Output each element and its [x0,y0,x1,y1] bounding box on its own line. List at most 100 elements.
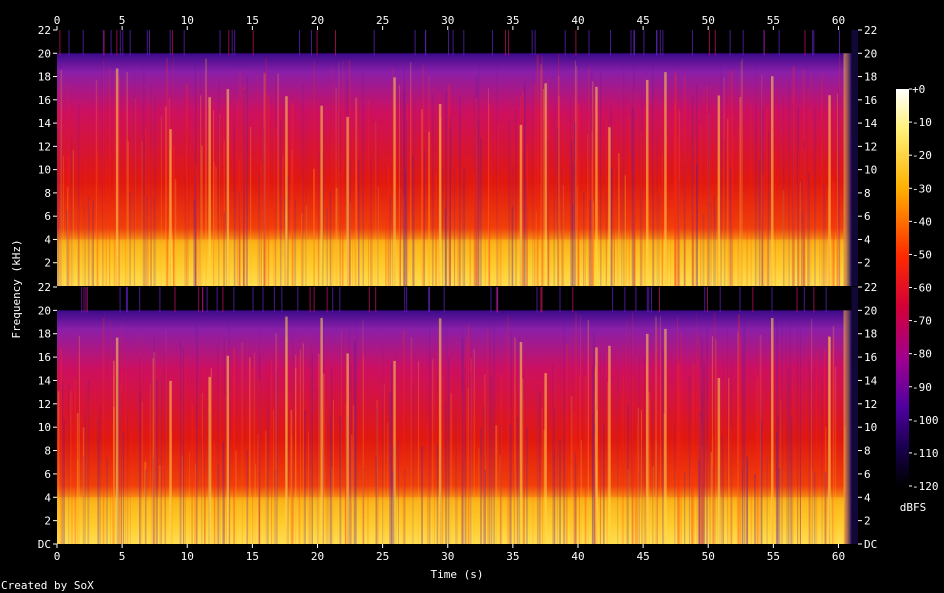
texture-streak [155,364,157,544]
texture-streak [215,458,217,544]
texture-streak [213,162,215,286]
cutoff-spike [198,287,200,313]
transient-streak [320,105,323,286]
texture-streak [701,339,703,544]
texture-streak [97,418,100,544]
cutoff-spike [129,30,131,56]
texture-streak [522,378,524,544]
texture-streak [305,205,308,286]
texture-streak [301,213,303,286]
texture-streak [455,415,457,544]
texture-streak [814,471,816,544]
cutoff-spike [742,30,744,56]
cutoff-spike [633,30,635,56]
texture-streak [267,378,269,544]
texture-streak [741,58,743,287]
texture-streak [120,324,123,544]
texture-streak [469,187,472,286]
cutoff-spike [495,287,497,313]
texture-streak [677,105,679,286]
y-tick-label-left: 12 [38,398,51,411]
texture-streak [363,355,364,544]
texture-streak [761,86,763,286]
cutoff-spike [81,287,83,313]
x-axis-label: Time (s) [431,568,484,581]
colorbar-tick-label: -50 [912,248,932,261]
texture-streak [539,391,541,544]
y-tick-label-left: 8 [44,445,51,458]
texture-streak [677,134,679,286]
spectrogram-panel-1 [57,30,858,287]
texture-streak [58,130,60,286]
texture-streak [670,187,671,286]
texture-streak [242,340,243,544]
texture-streak [217,340,219,544]
texture-streak [150,148,152,286]
texture-streak [406,120,408,286]
texture-streak [526,143,528,286]
cutoff-spike [491,30,493,56]
marks-group [57,30,858,544]
texture-streak [578,202,579,286]
texture-streak [758,467,760,544]
texture-streak [112,426,114,544]
texture-streak [799,423,801,544]
texture-streak [156,379,158,544]
texture-streak [461,337,464,544]
texture-streak [497,126,499,287]
texture-streak [737,127,739,286]
y-tick-label-right: 12 [864,398,877,411]
y-tick-label-left: 10 [38,421,51,434]
texture-streak [632,311,634,544]
transient-streak [717,378,721,544]
texture-streak [145,129,146,286]
texture-streak [712,435,715,544]
texture-streak [760,398,763,544]
texture-streak [342,158,344,286]
x-tick-label-bottom: 40 [571,550,584,563]
colorbar-tick-label: -20 [912,149,932,162]
texture-streak [728,378,730,544]
texture-streak [674,73,677,286]
texture-streak [434,370,436,544]
transient-streak [438,104,442,286]
transient-streak [393,77,396,287]
y-tick-label-left: 6 [44,468,51,481]
texture-streak [631,325,633,544]
texture-streak [449,115,451,286]
texture-streak [445,198,448,286]
texture-streak [534,83,536,286]
cutoff-spike [612,287,614,313]
texture-streak [677,317,678,544]
texture-streak [77,105,80,287]
texture-streak [721,434,724,544]
texture-streak [613,208,615,286]
texture-streak [144,138,146,286]
texture-streak [797,107,799,287]
texture-streak [253,352,256,544]
texture-streak [761,74,763,287]
texture-streak [831,336,834,544]
texture-streak [720,66,722,287]
texture-streak [708,443,711,544]
colorbar-tick-label: -120 [912,480,939,493]
texture-streak [640,131,642,286]
texture-streak [421,109,423,286]
transient-streak [544,83,547,286]
cutoff-spike [729,30,731,56]
texture-streak [730,357,733,544]
texture-streak [124,201,126,286]
texture-streak [225,340,227,544]
texture-streak [153,197,155,286]
texture-streak [832,325,835,544]
y-tick-label-right: 16 [864,94,877,107]
texture-streak [404,81,406,286]
texture-streak [543,88,544,287]
texture-streak [139,390,141,544]
y-axis-label: Frequency (kHz) [10,239,23,338]
cutoff-spike [575,30,577,56]
cutoff-spike [368,287,370,313]
texture-streak [282,155,284,286]
texture-streak [767,130,769,286]
texture-streak [684,74,686,287]
